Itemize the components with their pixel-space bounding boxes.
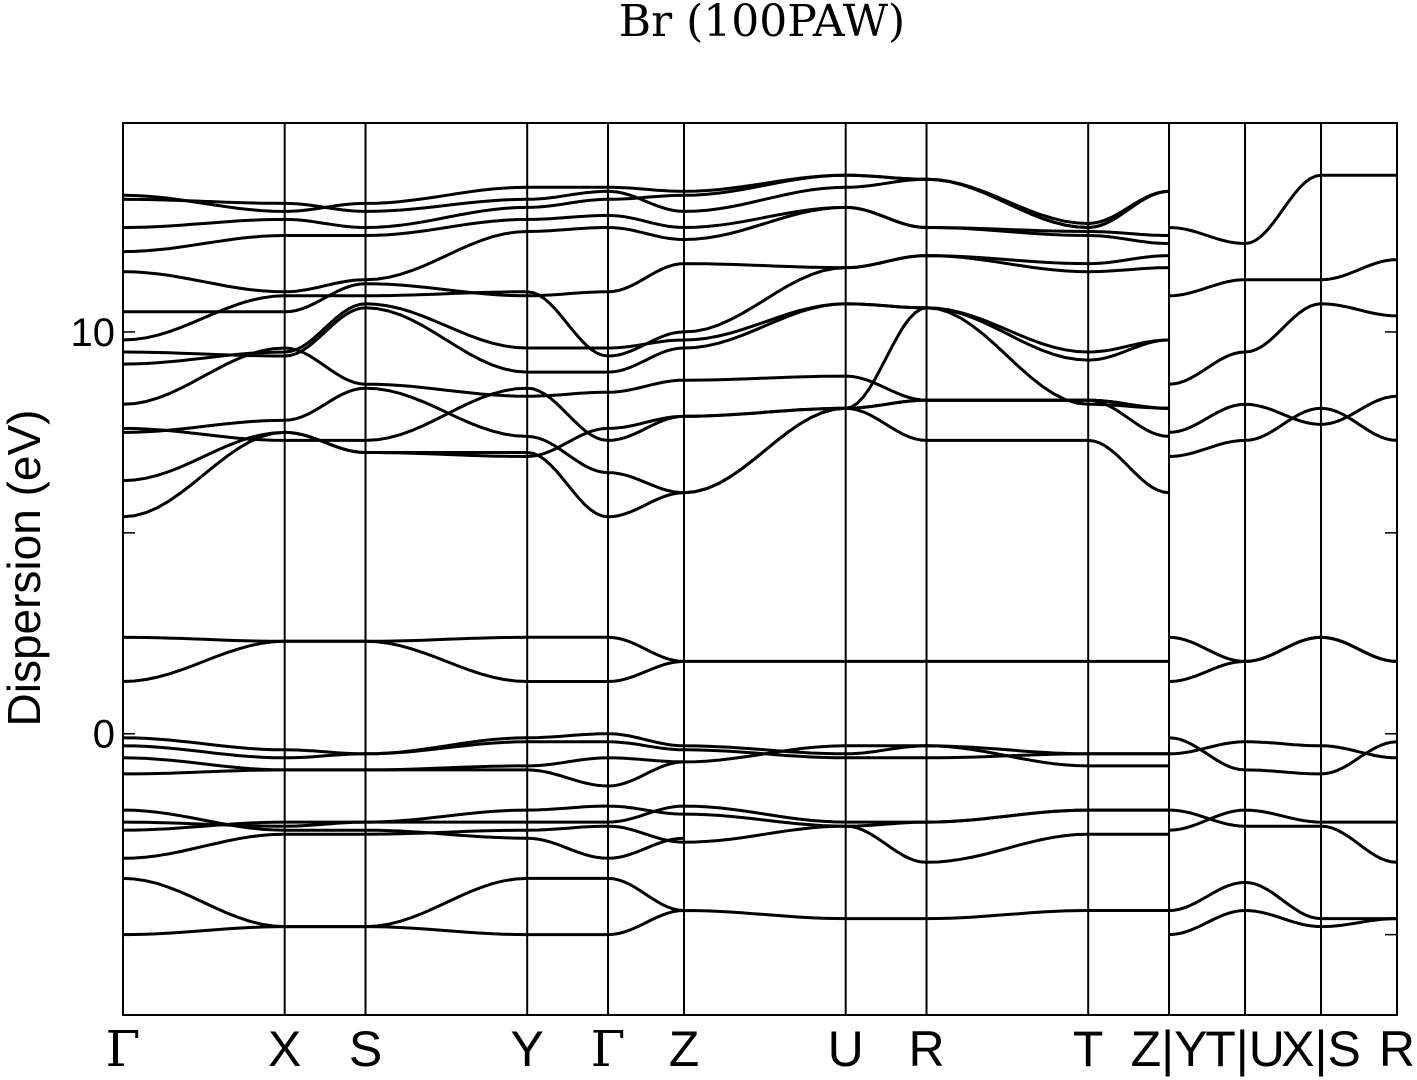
band-line-23: [122, 205, 1169, 254]
kpath-label-9: Z|Y: [1131, 1021, 1208, 1077]
kpath-label-2: S: [349, 1021, 382, 1077]
band-line-37: [1168, 302, 1398, 386]
kpath-label-7: R: [908, 1021, 944, 1077]
band-lines: [122, 173, 1398, 937]
band-line-36: [1168, 394, 1398, 434]
band-line-34: [1168, 635, 1398, 683]
kpath-label-12: R: [1379, 1021, 1415, 1077]
y-axis-label: Dispersion (eV): [0, 410, 50, 727]
band-line-13: [122, 406, 1170, 519]
band-line-10: [123, 760, 685, 788]
y-ticks: 0 10: [71, 311, 1397, 936]
kpath-label-1: X: [268, 1021, 301, 1077]
band-line-38: [1168, 258, 1398, 298]
y-tick-label-0: 0: [93, 713, 115, 757]
band-line-28: [1168, 909, 1398, 937]
kpath-label-8: T: [1073, 1021, 1104, 1077]
band-line-35: [1168, 406, 1398, 458]
band-line-32: [1168, 740, 1398, 760]
kpath-label-6: U: [828, 1021, 864, 1077]
chart-title: Br (100PAW): [619, 0, 905, 47]
band-line-20: [122, 254, 1170, 358]
kpath-dividers: [283, 123, 1323, 1015]
kpath-label-5: Z: [669, 1021, 700, 1077]
band-line-30: [1168, 808, 1397, 832]
band-line-6: [122, 808, 685, 860]
band-line-1: [122, 909, 1169, 937]
band-line-2: [122, 876, 685, 929]
band-line-39: [1168, 173, 1397, 245]
band-line-27: [1168, 880, 1397, 921]
band-line-26: [122, 173, 1170, 225]
y-tick-label-10: 10: [71, 311, 116, 355]
band-line-16: [122, 306, 1170, 442]
kpath-label-0: Γ: [106, 1020, 141, 1078]
band-line-29: [1168, 808, 1398, 864]
band-line-5: [122, 808, 1169, 860]
band-line-22: [122, 205, 1170, 294]
kpath-label-4: Γ: [591, 1020, 626, 1078]
band-line-8: [122, 732, 1169, 760]
kpath-label-3: Y: [511, 1021, 544, 1077]
band-line-19: [122, 302, 1170, 374]
kpath-label-11: X|S: [1281, 1021, 1361, 1077]
band-line-17: [122, 346, 1170, 410]
band-line-31: [1168, 736, 1398, 776]
kpath-label-10: T|U: [1205, 1021, 1285, 1077]
band-line-4: [122, 804, 1169, 864]
plot-frame: [122, 122, 1398, 1016]
kpath-labels: Γ X S Y Γ Z U R T Z|YT|UX|S R: [106, 1020, 1415, 1078]
band-line-12: [122, 639, 685, 683]
band-line-21: [123, 254, 1170, 314]
